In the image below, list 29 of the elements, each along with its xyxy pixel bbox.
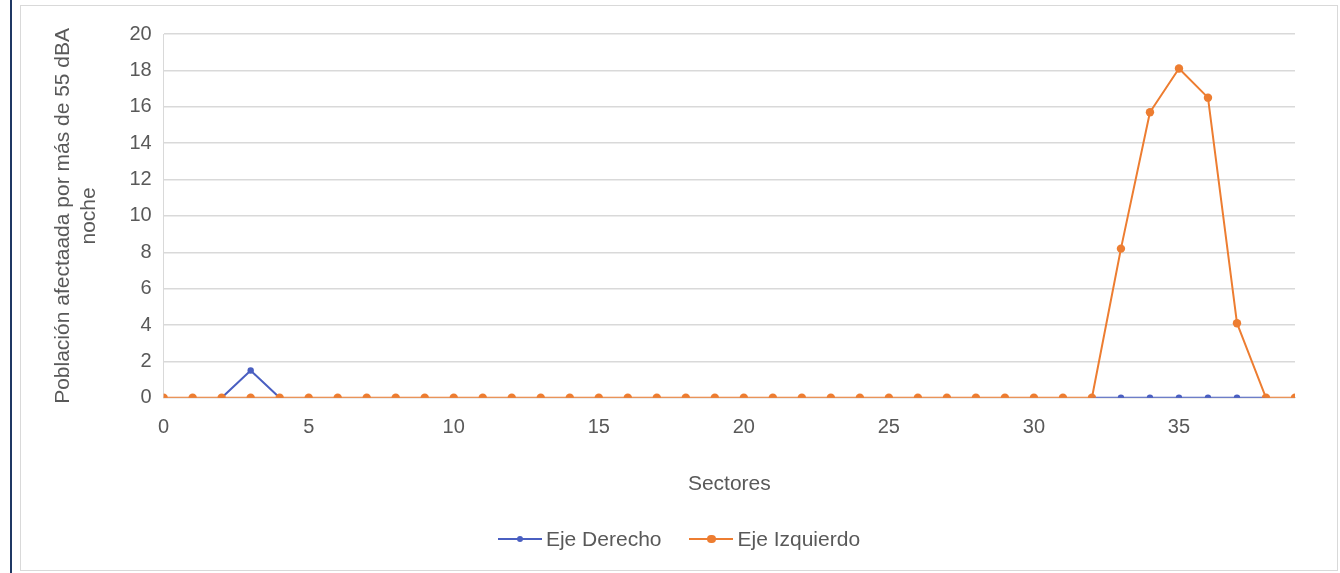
y-tick-label: 2 [140, 348, 152, 371]
y-tick-label: 18 [129, 57, 152, 80]
point [1174, 64, 1184, 73]
x-tick-label: 25 [877, 415, 900, 438]
y-tick-label: 4 [140, 312, 152, 335]
x-tick-label: 5 [303, 415, 315, 438]
x-tick-label: 20 [732, 415, 755, 438]
y-tick-label: 14 [129, 130, 152, 153]
point [1203, 93, 1213, 102]
x-axis-title: Sectores [687, 471, 771, 495]
y-tick-label: 10 [129, 203, 152, 226]
point [247, 367, 254, 374]
y-tick-label: 16 [129, 94, 152, 117]
x-tick-label: 30 [1022, 415, 1046, 438]
legend-label: Eje Izquierdo [737, 527, 861, 551]
x-tick-label: 10 [442, 415, 465, 438]
x-tick-label: 35 [1167, 415, 1191, 438]
point [1145, 108, 1155, 117]
y-axis-title: Población afectaada por más de 55 dBA noche [50, 27, 99, 404]
y-tick-label: 0 [140, 385, 152, 408]
legend-label: Eje Derecho [545, 527, 662, 551]
x-tick-label: 15 [587, 415, 610, 438]
point [1116, 244, 1126, 253]
y-tick-label: 20 [129, 21, 152, 44]
x-tick-label: 0 [158, 415, 170, 438]
y-tick-label: 6 [140, 276, 152, 299]
point [1232, 319, 1242, 328]
y-tick-label: 8 [140, 239, 152, 262]
y-tick-label: 12 [129, 167, 152, 190]
